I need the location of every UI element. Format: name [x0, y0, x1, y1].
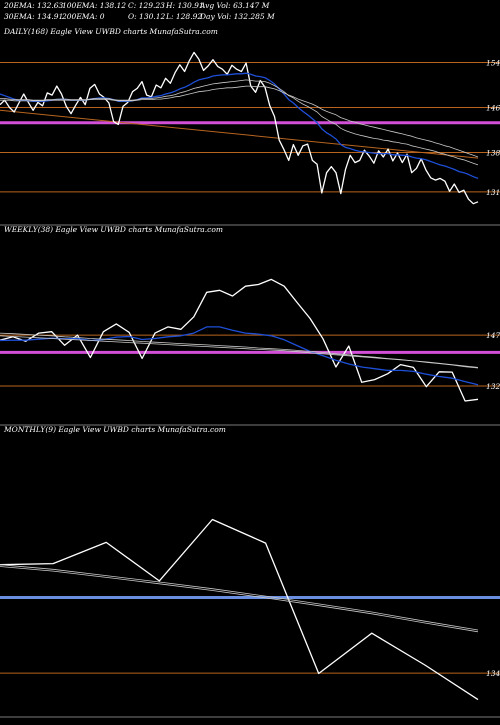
- daily-panel-title: DAILY(168) Eagle View UWBD charts Munafa…: [3, 27, 218, 36]
- ema_gray-series-line: [0, 85, 479, 158]
- y-tick-label: 147: [486, 331, 500, 340]
- y-tick-label: 146: [486, 104, 500, 113]
- trend-line: [0, 109, 479, 159]
- header-stat: O: 130.12: [128, 12, 166, 21]
- header-stat: 20EMA: 132.63: [3, 1, 63, 10]
- ema_blue-series-line: [0, 326, 479, 386]
- y-tick-label: 134: [486, 669, 500, 678]
- ema_gray-series-line: [0, 566, 479, 633]
- price-series-line: [0, 518, 479, 701]
- ema_gray-series-line: [0, 335, 479, 368]
- weekly-panel-title: WEEKLY(38) Eagle View UWBD charts Munafa…: [4, 225, 223, 234]
- ema_gray-series-line: [0, 79, 479, 166]
- y-tick-label: 131: [486, 188, 500, 197]
- header-stat: L: 128.92: [165, 12, 202, 21]
- daily-panel: 154 146 138 131: [0, 51, 500, 205]
- header-stat: 200EMA: 0: [61, 12, 105, 21]
- ema_gray-series-line: [0, 564, 479, 631]
- weekly-panel: 147 132: [0, 278, 500, 402]
- header-stats: 20EMA: 132.63 100EMA: 138.12 C: 129.23 H…: [3, 1, 275, 21]
- y-tick-label: 132: [486, 382, 500, 391]
- monthly-panel: 134: [0, 518, 500, 701]
- header-stat: H: 130.91: [165, 1, 204, 10]
- y-tick-label: 154: [486, 59, 500, 68]
- header-stat: Avg Vol: 63.147 M: [199, 1, 270, 10]
- header-stat: Day Vol: 132.285 M: [199, 12, 275, 21]
- header-stat: 30EMA: 134.91: [4, 12, 63, 21]
- header-stat: 100EMA: 138.12: [62, 1, 126, 10]
- header-stat: C: 129.23: [128, 1, 165, 10]
- y-tick-label: 138: [486, 149, 500, 158]
- monthly-panel-title: MONTHLY(9) Eagle View UWBD charts Munafa…: [3, 425, 226, 434]
